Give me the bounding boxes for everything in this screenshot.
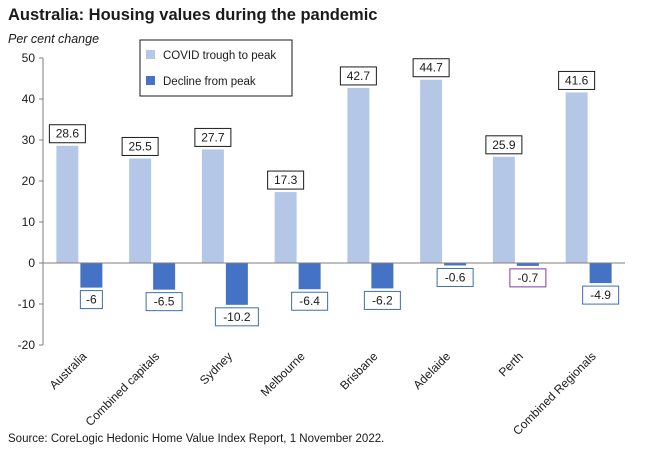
data-label-decline-from-peak-box [291, 291, 329, 311]
legend-swatch-decline-from-peak [146, 76, 155, 85]
x-tick-label: Melbourne [258, 349, 308, 399]
data-label-covid-trough-to-peak-box [339, 66, 377, 86]
bar-decline-from-peak [589, 263, 612, 284]
legend [139, 39, 293, 97]
data-label-covid-trough-to-peak: 28.6 [56, 127, 80, 141]
data-label-decline-from-peak-box [79, 290, 103, 310]
data-label-decline-from-peak-box [509, 268, 547, 288]
bar-covid-trough-to-peak [129, 158, 152, 263]
data-label-covid-trough-to-peak-box [485, 135, 523, 155]
data-label-decline-from-peak-box [214, 307, 259, 327]
y-tick-label: -10 [18, 297, 36, 311]
bar-decline-from-peak [371, 263, 394, 289]
bar-decline-from-peak [516, 263, 539, 266]
data-label-covid-trough-to-peak-box [412, 58, 450, 78]
legend-label-covid-trough-to-peak: COVID trough to peak [163, 50, 276, 62]
y-tick-label: 40 [22, 92, 36, 106]
x-tick-label: Adelaide [410, 349, 453, 392]
data-label-decline-from-peak-box [145, 292, 183, 312]
bar-decline-from-peak [80, 263, 103, 288]
x-tick-label: Combined Regionals [510, 349, 599, 438]
data-label-covid-trough-to-peak-box [48, 124, 86, 144]
y-tick-label: 0 [28, 256, 35, 270]
data-label-covid-trough-to-peak: 27.7 [201, 130, 225, 144]
data-label-decline-from-peak-box [363, 290, 401, 310]
legend-swatch-covid-trough-to-peak [146, 50, 155, 59]
x-tick-label: Perth [496, 349, 526, 379]
bar-covid-trough-to-peak [492, 156, 515, 263]
bar-decline-from-peak [444, 263, 467, 266]
y-tick-label: 10 [22, 215, 36, 229]
y-tick-label: 20 [22, 174, 36, 188]
x-tick-label: Sydney [197, 349, 235, 387]
y-tick-label: -20 [18, 338, 36, 352]
data-label-covid-trough-to-peak-box [194, 127, 232, 147]
data-label-decline-from-peak: -0.7 [518, 271, 539, 285]
source-note: Source: CoreLogic Hedonic Home Value Ind… [8, 433, 385, 445]
data-label-decline-from-peak: -6.4 [299, 294, 320, 308]
data-label-covid-trough-to-peak: 44.7 [419, 61, 443, 75]
data-label-decline-from-peak-box [436, 267, 474, 287]
x-tick-label: Brisbane [337, 349, 381, 393]
data-label-decline-from-peak: -6 [86, 293, 97, 307]
y-axis-label: Per cent change [8, 32, 100, 46]
data-label-decline-from-peak: -6.2 [372, 293, 393, 307]
data-label-decline-from-peak: -0.6 [445, 270, 466, 284]
bar-covid-trough-to-peak [201, 149, 224, 263]
data-label-decline-from-peak: -6.5 [154, 295, 175, 309]
data-label-covid-trough-to-peak: 25.9 [492, 138, 516, 152]
bar-decline-from-peak [225, 263, 248, 305]
bar-covid-trough-to-peak [565, 92, 588, 263]
data-label-covid-trough-to-peak: 41.6 [565, 73, 589, 87]
data-label-decline-from-peak: -4.9 [590, 288, 611, 302]
bar-covid-trough-to-peak [274, 192, 297, 263]
legend-label-decline-from-peak: Decline from peak [163, 76, 256, 88]
chart-title: Australia: Housing values during the pan… [8, 6, 378, 24]
bar-covid-trough-to-peak [420, 79, 443, 263]
data-label-decline-from-peak: -10.2 [223, 310, 251, 324]
y-tick-label: 30 [22, 133, 36, 147]
bar-covid-trough-to-peak [347, 87, 370, 264]
data-label-covid-trough-to-peak-box [558, 70, 596, 90]
data-label-decline-from-peak-box [582, 285, 620, 305]
bar-covid-trough-to-peak [56, 145, 79, 263]
bar-decline-from-peak [298, 263, 321, 290]
data-label-covid-trough-to-peak: 42.7 [347, 69, 371, 83]
data-label-covid-trough-to-peak: 17.3 [274, 173, 298, 187]
x-tick-label: Australia [47, 349, 90, 392]
x-tick-label: Combined capitals [83, 349, 163, 429]
data-label-covid-trough-to-peak-box [267, 170, 305, 190]
y-tick-label: 50 [22, 51, 36, 65]
bar-decline-from-peak [153, 263, 176, 290]
data-label-covid-trough-to-peak-box [121, 136, 159, 156]
data-label-covid-trough-to-peak: 25.5 [128, 139, 152, 153]
